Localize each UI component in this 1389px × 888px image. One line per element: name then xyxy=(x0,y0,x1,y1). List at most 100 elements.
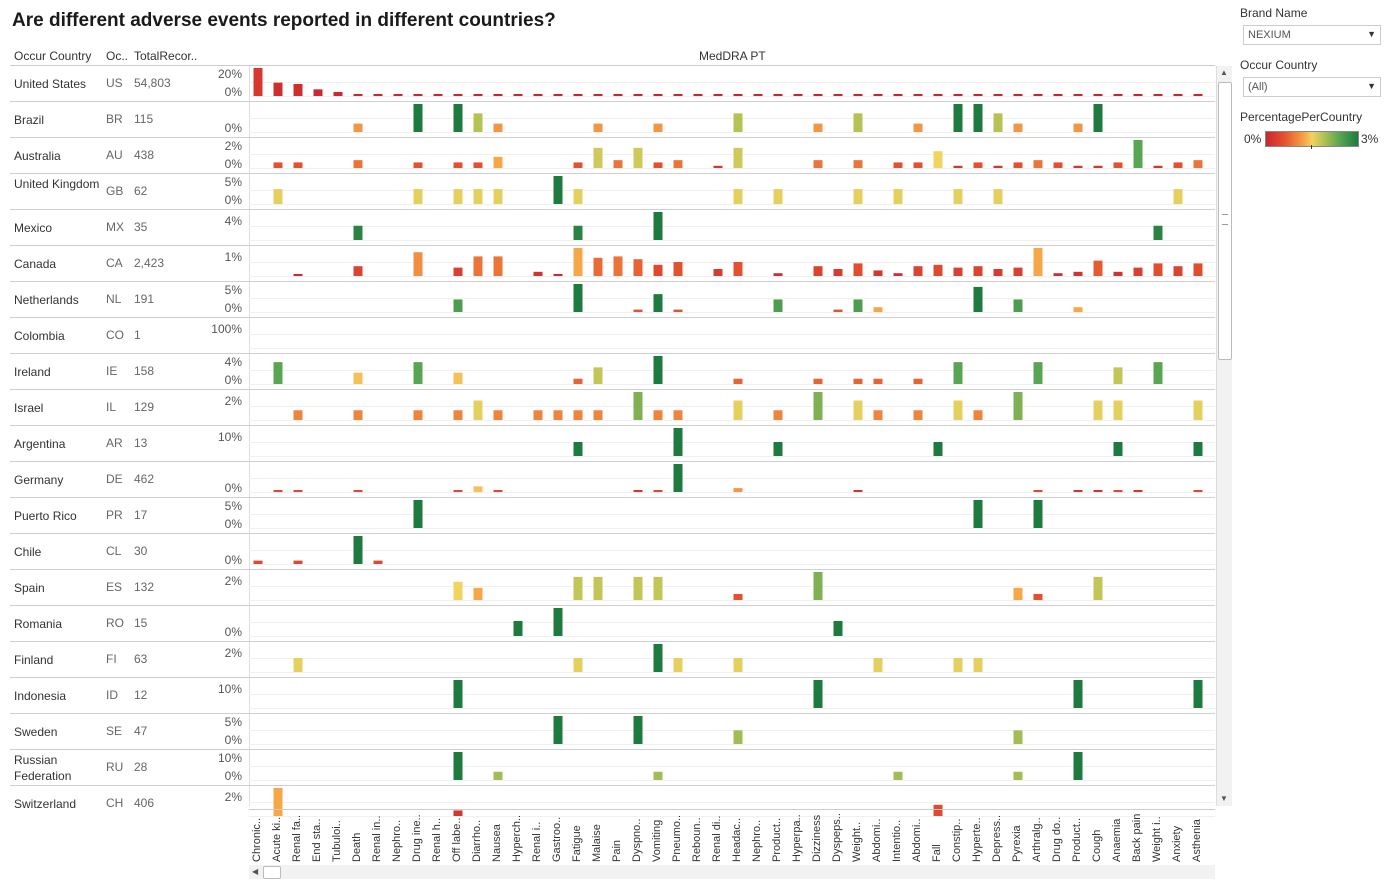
bar[interactable] xyxy=(1013,299,1023,312)
bar[interactable] xyxy=(773,189,783,204)
bar[interactable] xyxy=(993,165,1003,168)
bar[interactable] xyxy=(313,89,323,96)
bar[interactable] xyxy=(413,410,423,420)
country-name[interactable]: Israel xyxy=(14,401,44,415)
bar[interactable] xyxy=(633,147,643,168)
bar[interactable] xyxy=(673,428,683,456)
bar[interactable] xyxy=(873,378,883,384)
bar[interactable] xyxy=(1093,104,1103,132)
x-tick-label[interactable]: Drug do.. xyxy=(1051,816,1063,862)
country-name[interactable]: Brazil xyxy=(14,113,45,127)
x-tick-label[interactable]: Fall xyxy=(931,844,943,862)
bar[interactable] xyxy=(1193,442,1203,456)
bar[interactable] xyxy=(293,162,303,168)
bar[interactable] xyxy=(413,189,423,204)
country-name[interactable]: Colombia xyxy=(14,329,65,343)
x-tick-label[interactable]: Dyspeps.. xyxy=(831,813,843,862)
bar[interactable] xyxy=(673,309,683,312)
scroll-down-icon[interactable]: ▼ xyxy=(1220,794,1228,803)
x-tick-label[interactable]: Diarrho.. xyxy=(471,819,483,862)
bar[interactable] xyxy=(993,113,1003,132)
bar[interactable] xyxy=(853,94,863,96)
bar[interactable] xyxy=(413,252,423,276)
bar[interactable] xyxy=(973,104,983,132)
bar[interactable] xyxy=(353,372,363,384)
bar[interactable] xyxy=(1093,165,1103,168)
bar[interactable] xyxy=(333,92,343,96)
bar[interactable] xyxy=(973,410,983,420)
bar[interactable] xyxy=(453,581,463,600)
bar[interactable] xyxy=(573,378,583,384)
bar[interactable] xyxy=(853,490,863,492)
bar[interactable] xyxy=(653,410,663,420)
bar[interactable] xyxy=(833,620,843,636)
bar[interactable] xyxy=(613,160,623,168)
bar[interactable] xyxy=(873,94,883,96)
bar[interactable] xyxy=(413,362,423,384)
bar[interactable] xyxy=(273,189,283,204)
bar[interactable] xyxy=(773,410,783,420)
bar[interactable] xyxy=(1073,271,1083,276)
bar[interactable] xyxy=(653,294,663,312)
bar[interactable] xyxy=(773,273,783,276)
bar[interactable] xyxy=(733,147,743,168)
x-tick-label[interactable]: Nausea xyxy=(491,824,503,862)
bar[interactable] xyxy=(933,804,943,816)
country-name[interactable]: Finland xyxy=(14,653,54,667)
bar[interactable] xyxy=(633,392,643,420)
bar[interactable] xyxy=(893,771,903,780)
bar[interactable] xyxy=(1113,94,1123,96)
x-tick-label[interactable]: Back pain xyxy=(1131,813,1143,862)
bar[interactable] xyxy=(353,94,363,96)
country-name[interactable]: Puerto Rico xyxy=(14,509,77,523)
bar[interactable] xyxy=(573,410,583,420)
bar[interactable] xyxy=(513,620,523,636)
bar[interactable] xyxy=(873,307,883,312)
bar[interactable] xyxy=(553,410,563,420)
bar[interactable] xyxy=(493,123,503,132)
country-name[interactable]: Spain xyxy=(14,581,45,595)
bar[interactable] xyxy=(1113,162,1123,168)
bar[interactable] xyxy=(573,284,583,312)
bar[interactable] xyxy=(1073,490,1083,492)
bar[interactable] xyxy=(813,160,823,168)
bar[interactable] xyxy=(493,189,503,204)
bar[interactable] xyxy=(473,189,483,204)
bar[interactable] xyxy=(1073,307,1083,312)
vertical-scrollbar[interactable]: ▲ ▼ xyxy=(1216,66,1232,806)
bar[interactable] xyxy=(833,269,843,276)
x-tick-label[interactable]: Vomiting xyxy=(651,819,663,862)
bar[interactable] xyxy=(1013,123,1023,132)
bar[interactable] xyxy=(853,189,863,204)
bar[interactable] xyxy=(953,104,963,132)
bar[interactable] xyxy=(853,299,863,312)
bar[interactable] xyxy=(653,490,663,492)
bar[interactable] xyxy=(1033,94,1043,96)
bar[interactable] xyxy=(293,410,303,420)
bar[interactable] xyxy=(513,94,523,96)
bar[interactable] xyxy=(293,274,303,276)
country-name[interactable]: United Kingdom xyxy=(14,177,100,191)
bar[interactable] xyxy=(473,94,483,96)
bar[interactable] xyxy=(1033,500,1043,528)
x-tick-label[interactable]: Tubuloi.. xyxy=(331,820,343,862)
bar[interactable] xyxy=(773,299,783,312)
bar[interactable] xyxy=(553,716,563,744)
bar[interactable] xyxy=(993,189,1003,204)
bar[interactable] xyxy=(1133,94,1143,96)
bar[interactable] xyxy=(913,410,923,420)
bar[interactable] xyxy=(273,788,283,816)
bar[interactable] xyxy=(453,410,463,420)
bar[interactable] xyxy=(1013,267,1023,276)
x-tick-label[interactable]: Renal in.. xyxy=(371,815,383,862)
country-name[interactable]: Mexico xyxy=(14,221,53,235)
bar[interactable] xyxy=(473,162,483,168)
bar[interactable] xyxy=(453,680,463,708)
horizontal-scroll-thumb[interactable] xyxy=(263,866,281,879)
bar[interactable] xyxy=(353,160,363,168)
bar[interactable] xyxy=(853,160,863,168)
bar[interactable] xyxy=(1173,162,1183,168)
bar[interactable] xyxy=(273,82,283,96)
bar[interactable] xyxy=(1193,263,1203,276)
x-tick-label[interactable]: Anaemia xyxy=(1111,818,1123,862)
